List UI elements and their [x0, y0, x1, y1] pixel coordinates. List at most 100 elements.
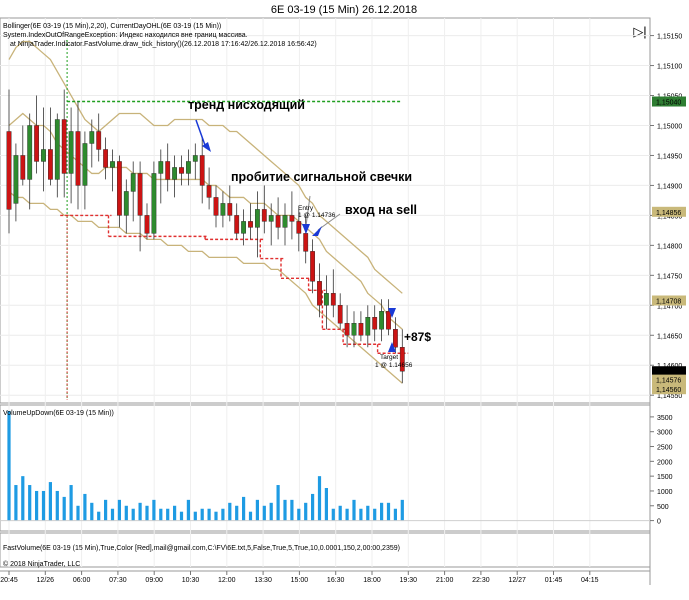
- candle-up: [41, 149, 46, 162]
- price-tick-label: 1,14650: [657, 333, 682, 340]
- candle-down: [234, 215, 240, 234]
- candle-down: [358, 323, 364, 336]
- candle-up: [123, 191, 129, 216]
- candle-down: [393, 329, 398, 348]
- time-tick-label: 07:30: [109, 577, 127, 584]
- volume-bar: [28, 485, 32, 521]
- collapse-panel-icon[interactable]: ▷|: [633, 24, 646, 39]
- candlesticks: [6, 89, 405, 384]
- volume-bar: [262, 505, 266, 521]
- candle-up: [27, 125, 33, 180]
- volume-bar: [7, 410, 11, 521]
- candle-down: [6, 131, 12, 210]
- volume-bar: [345, 508, 349, 521]
- candle-down: [75, 131, 81, 186]
- volume-bar: [41, 490, 46, 521]
- candle-up: [351, 323, 357, 336]
- price-tick-label: 1,15150: [657, 34, 682, 41]
- time-tick-label: 16:30: [327, 577, 345, 584]
- price-tag: [652, 384, 686, 395]
- candle-up: [192, 155, 198, 162]
- volume-bar: [186, 499, 190, 521]
- target-arrow-icon: [388, 308, 396, 352]
- volume-tick-label: 2000: [657, 459, 673, 466]
- candle-down: [337, 305, 343, 324]
- time-axis[interactable]: 20:45 12/26 06:00 07:30 09:00 10:30 12:00 13:30…: [0, 571, 599, 584]
- volume-bar: [283, 499, 287, 521]
- volume-bar: [304, 502, 308, 521]
- volume-bar: [14, 485, 18, 521]
- volume-axis[interactable]: 0 500 1000 1500 2000 2500 3000 3500: [650, 415, 673, 526]
- time-tick-label: 09:00: [145, 577, 163, 584]
- candle-down: [116, 161, 122, 216]
- time-tick-label: 18:00: [363, 577, 381, 584]
- price-axis[interactable]: 1,151501,151001,150501,150001,149501,149…: [650, 34, 682, 401]
- candle-up: [185, 161, 191, 174]
- volume-bar: [55, 490, 59, 521]
- candle-down: [344, 323, 350, 336]
- candle-down: [227, 203, 233, 216]
- candle-up: [220, 203, 226, 216]
- trend-arrow-icon: [195, 119, 211, 152]
- volume-bar: [138, 502, 142, 521]
- candle-down: [206, 185, 212, 198]
- price-tags: 1,15040 1,14856 1,14708 1,14590 1,14576 1,145…: [652, 96, 686, 395]
- volume-bar: [124, 505, 128, 521]
- volume-bar: [152, 499, 156, 521]
- target-marker-price: 1 @ 1.14656: [375, 362, 413, 369]
- candle-down: [20, 155, 26, 180]
- volume-bar: [235, 505, 239, 521]
- candle-up: [82, 143, 88, 186]
- indicator-legend: Bollinger(6E 03-19 (15 Min),2,20), Curre…: [3, 23, 221, 30]
- volume-bar: [76, 505, 80, 521]
- volume-panel[interactable]: [0, 404, 651, 532]
- candle-up: [254, 209, 260, 228]
- price-tag-label: 1,14708: [656, 299, 681, 306]
- volume-bar: [269, 502, 273, 521]
- price-tick-label: 1,14850: [657, 213, 682, 220]
- candle-up: [241, 221, 246, 234]
- entry-arrow-icon: [312, 213, 341, 236]
- volume-bar: [317, 476, 322, 521]
- candle-down: [48, 149, 53, 180]
- volume-bar: [207, 508, 211, 521]
- volume-bar: [145, 505, 149, 521]
- price-panel[interactable]: [0, 17, 651, 404]
- time-tick-label: 01:45: [545, 577, 563, 584]
- volume-bar: [331, 508, 335, 521]
- price-tag-label: 1,14560: [656, 387, 681, 394]
- candle-down: [386, 311, 391, 330]
- volume-bar: [193, 511, 197, 521]
- candle-down: [179, 167, 184, 174]
- price-tag: [652, 96, 686, 107]
- fastvolume-panel[interactable]: [0, 532, 651, 568]
- time-tick-label: 15:00: [291, 577, 309, 584]
- candle-up: [89, 131, 95, 144]
- error-message: System.IndexOutOfRangeException: Индекс …: [3, 32, 248, 39]
- price-tag-label: 1,14590: [656, 369, 681, 376]
- volume-bar: [173, 505, 177, 521]
- volume-bar: [179, 511, 184, 521]
- candle-up: [379, 311, 384, 330]
- volume-bar: [166, 508, 170, 521]
- volume-bar: [311, 493, 315, 521]
- fastvolume-panel-label: FastVolume(6E 03-19 (15 Min),True,Color …: [3, 545, 400, 552]
- volume-bar: [97, 511, 101, 521]
- volume-bar: [21, 476, 25, 521]
- candle-down: [372, 317, 378, 330]
- candle-down: [399, 347, 405, 372]
- price-tag-label: 1,14576: [656, 378, 681, 385]
- volume-bar: [69, 485, 73, 521]
- candle-up: [110, 161, 115, 168]
- volume-bar: [386, 502, 391, 521]
- bollinger-middle-line: [8, 112, 403, 330]
- volume-bar: [35, 490, 39, 521]
- volume-bar: [90, 502, 94, 521]
- breakout-arrow-icon: [302, 195, 311, 234]
- time-tick-label: 10:30: [182, 577, 200, 584]
- price-tick-label: 1,14750: [657, 273, 682, 280]
- volume-bar: [104, 499, 108, 521]
- volume-bar: [214, 511, 218, 521]
